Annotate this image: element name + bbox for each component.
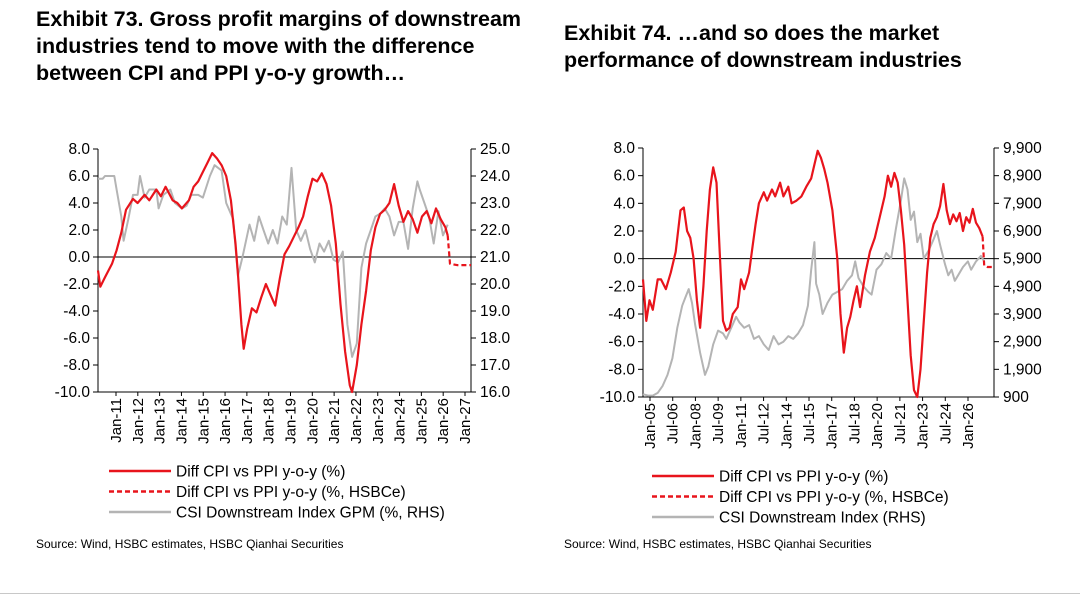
ex73-left-tick-label: 0.0 (68, 249, 90, 266)
ex73-x-tick-label: Jan-15 (195, 398, 212, 444)
ex74-left-tick-label: -2.0 (608, 278, 635, 295)
exhibit-74: Exhibit 74. …and so does the market perf… (540, 0, 1080, 560)
ex73-x-tick-label: Jan-27 (457, 398, 474, 444)
ex73-x-tick-label: Jan-26 (435, 398, 452, 444)
exhibit-73-chart: 8.0 6.0 4.0 2.0 0.0 -2.0 -4.0 -6.0 -8.0 -10.0 25.0… (55, 141, 511, 522)
ex73-right-tick-label: 22.0 (480, 222, 511, 239)
exhibit-73: Exhibit 73. Gross profit margins of down… (0, 0, 540, 560)
ex74-right-tick-label: 900 (1003, 389, 1029, 406)
ex74-right-tick-label: 5,900 (1003, 251, 1042, 268)
ex74-x-tick-label: Jul-21 (892, 403, 909, 444)
ex74-series-line-2 (981, 236, 994, 269)
ex73-right-tick-label: 19.0 (480, 303, 511, 320)
ex74-x-tick-label: Jul-15 (801, 403, 818, 444)
exhibit-74-chart: 8.0 6.0 4.0 2.0 0.0 -2.0 -4.0 -6.0 -8.0 -10.0 9,90… (600, 140, 1043, 527)
ex73-left-tick-label: 2.0 (68, 222, 90, 239)
ex73-left-tick-label: -10.0 (55, 384, 91, 401)
ex74-right-tick-label: 9,900 (1003, 140, 1042, 157)
ex73-series-line-1 (96, 152, 449, 394)
ex74-x-tick-label: Jan-23 (915, 403, 932, 449)
ex73-right-tick-label: 21.0 (480, 249, 511, 266)
ex74-right-tick-label: 1,900 (1003, 361, 1042, 378)
ex73-x-tick-label: Jan-20 (304, 398, 321, 444)
ex73-x-tick-label: Jan-23 (370, 398, 387, 444)
ex73-left-tick-label: -6.0 (63, 330, 90, 347)
ex74-left-tick-label: 8.0 (613, 140, 635, 157)
ex74-right-tick-label: 7,900 (1003, 195, 1042, 212)
ex74-legend-label-3: CSI Downstream Index (RHS) (719, 510, 926, 527)
ex74-x-tick-label: Jul-24 (937, 403, 954, 444)
ex74-legend-label-1: Diff CPI vs PPI y-o-y (%) (719, 469, 888, 486)
exhibit-73-source: Source: Wind, HSBC estimates, HSBC Qianh… (36, 537, 344, 551)
ex74-x-tick-label: Jul-18 (846, 403, 863, 444)
ex73-right-tick-label: 25.0 (480, 141, 511, 158)
ex73-right-tick-label: 18.0 (480, 330, 511, 347)
ex74-x-tick-label: Jan-17 (824, 403, 841, 449)
ex74-x-tick-label: Jan-14 (778, 403, 795, 449)
ex74-x-tick-label: Jan-08 (687, 403, 704, 449)
ex73-x-tick-label: Jan-18 (261, 398, 278, 444)
ex73-left-tick-label: 8.0 (68, 141, 90, 158)
ex74-right-tick-label: 2,900 (1003, 334, 1042, 351)
ex73-right-tick-label: 20.0 (480, 276, 511, 293)
ex73-x-tick-label: Jan-21 (326, 398, 343, 444)
ex73-series-line-2 (446, 235, 471, 267)
ex74-legend-label-2: Diff CPI vs PPI y-o-y (%, HSBCe) (719, 489, 949, 506)
ex73-right-tick-label: 23.0 (480, 195, 511, 212)
ex73-left-tick-label: -4.0 (63, 303, 90, 320)
ex74-x-tick-label: Jan-20 (869, 403, 886, 449)
ex73-x-tick-label: Jan-12 (130, 398, 147, 444)
ex74-right-tick-label: 8,900 (1003, 168, 1042, 185)
ex73-left-tick-label: -8.0 (63, 357, 90, 374)
ex74-x-tick-label: Jul-12 (756, 403, 773, 444)
ex73-legend-label-3: CSI Downstream Index GPM (%, RHS) (176, 505, 445, 522)
ex74-left-tick-label: 6.0 (613, 168, 635, 185)
ex74-x-tick-label: Jan-05 (642, 403, 659, 449)
ex74-x-tick-label: Jul-06 (665, 403, 682, 444)
ex73-right-tick-label: 16.0 (480, 384, 511, 401)
exhibit-73-title: Exhibit 73. Gross profit margins of down… (36, 7, 522, 85)
ex73-left-tick-label: 4.0 (68, 195, 90, 212)
ex73-right-tick-label: 24.0 (480, 168, 511, 185)
ex74-left-tick-label: -8.0 (608, 361, 635, 378)
ex73-x-tick-label: Jan-24 (392, 398, 409, 444)
ex74-left-tick-label: 0.0 (613, 251, 635, 268)
exhibit-74-source: Source: Wind, HSBC estimates, HSBC Qianh… (564, 537, 872, 551)
ex73-x-tick-label: Jan-22 (348, 398, 365, 444)
ex74-left-tick-label: 4.0 (613, 195, 635, 212)
ex73-left-tick-label: 6.0 (68, 168, 90, 185)
ex74-right-tick-label: 4,900 (1003, 278, 1042, 295)
ex74-left-tick-label: -6.0 (608, 334, 635, 351)
ex73-legend-label-1: Diff CPI vs PPI y-o-y (%) (176, 464, 345, 481)
ex73-right-tick-label: 17.0 (480, 357, 511, 374)
ex73-left-tick-label: -2.0 (63, 276, 90, 293)
ex73-x-tick-label: Jan-14 (173, 398, 190, 444)
ex74-x-tick-label: Jan-26 (960, 403, 977, 449)
ex74-x-tick-label: Jan-11 (733, 403, 750, 448)
ex74-left-tick-label: -4.0 (608, 306, 635, 323)
bottom-divider (0, 593, 1080, 594)
ex74-left-tick-label: 2.0 (613, 223, 635, 240)
ex73-series-line-3 (98, 164, 449, 358)
ex73-x-tick-label: Jan-25 (413, 398, 430, 444)
ex74-right-tick-label: 3,900 (1003, 306, 1042, 323)
ex73-x-tick-label: Jan-16 (217, 398, 234, 444)
ex73-x-tick-label: Jan-19 (283, 398, 300, 444)
exhibit-74-title: Exhibit 74. …and so does the market perf… (564, 21, 962, 72)
ex74-x-tick-label: Jul-09 (710, 403, 727, 444)
ex74-series-line-1 (641, 149, 984, 399)
ex74-left-tick-label: -10.0 (600, 389, 636, 406)
ex74-right-tick-label: 6,900 (1003, 223, 1042, 240)
ex73-x-tick-label: Jan-13 (152, 398, 169, 444)
ex73-legend-label-2: Diff CPI vs PPI y-o-y (%, HSBCe) (176, 484, 406, 501)
ex73-x-tick-label: Jan-17 (239, 398, 256, 444)
ex74-series-line-3 (642, 177, 986, 397)
ex73-x-tick-label: Jan-11 (108, 398, 125, 443)
